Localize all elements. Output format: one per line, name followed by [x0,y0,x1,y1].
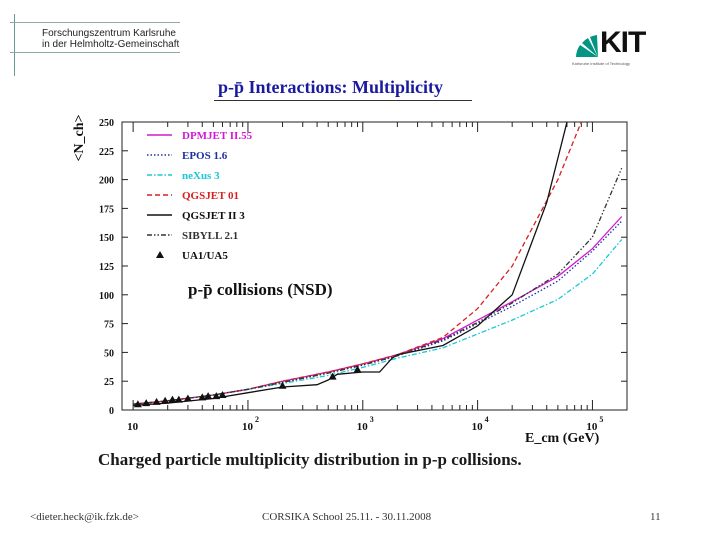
x-tick-exponent: 2 [255,415,259,424]
institution-name: Forschungszentrum Karlsruhe in der Helmh… [42,28,179,50]
series-line-nexus-3 [133,239,623,405]
institution-line2: in der Helmholtz-Gemeinschaft [42,39,180,50]
data-point-ua1-ua5 [183,394,192,402]
x-tick-label: 10 [357,421,369,433]
y-tick-label: 125 [99,262,114,273]
plot-frame [121,121,628,411]
legend-label: SIBYLL 2.1 [182,230,238,242]
x-tick-exponent: 4 [485,415,489,424]
series-line-epos-1-6 [133,220,623,405]
data-point-ua1-ua5 [152,397,161,405]
data-point-ua1-ua5 [218,391,227,399]
kit-logo-text: KIT [600,26,646,59]
footer-event: CORSIKA School 25.11. - 30.11.2008 [262,511,432,523]
y-tick-label: 175 [99,204,114,215]
kit-logo: KIT Karlsruhe Institute of Technology [570,26,670,70]
series-line-dpmjet-ii-55 [133,216,623,405]
x-axis-label: E_cm (GeV) [525,431,600,446]
x-tick-label: 10 [472,421,484,433]
y-tick-label: 200 [99,176,114,187]
y-tick-label: 250 [99,118,114,129]
y-tick-label: 150 [99,233,114,244]
x-tick-exponent: 5 [599,415,603,424]
data-point-ua1-ua5 [174,395,183,403]
x-tick-exponent: 3 [370,415,374,424]
title-underline [214,72,472,101]
series-line-qgsjet-ii-3 [133,122,568,407]
legend-label: neXus 3 [182,170,220,182]
legend-label: EPOS 1.6 [182,150,228,162]
slide-title: p-p̄ Interactions: Multiplicity [218,77,443,97]
y-tick-label: 225 [99,147,114,158]
x-tick-label: 10 [242,421,254,433]
header-rule-bottom [10,52,180,53]
legend-label: QGSJET 01 [182,190,239,202]
y-tick-label: 50 [104,348,114,359]
data-point-ua1-ua5 [161,396,170,404]
header-accent-line [14,14,15,76]
footer-email: <dieter.heck@ik.fzk.de> [30,511,139,523]
y-tick-label: 100 [99,291,114,302]
data-point-ua1-ua5 [204,392,213,400]
data-point-ua1-ua5 [133,400,142,408]
legend-marker-icon [156,251,164,258]
y-tick-label: 0 [109,406,114,417]
slide-caption: Charged particle multiplicity distributi… [98,450,522,469]
y-tick-label: 25 [104,377,114,388]
series-line-qgsjet-01 [133,122,582,405]
data-point-ua1-ua5 [278,381,287,389]
data-point-ua1-ua5 [212,392,221,400]
legend-label: QGSJET II 3 [182,210,245,222]
data-point-ua1-ua5 [328,372,337,380]
data-point-ua1-ua5 [168,395,177,403]
x-tick-label: 10 [127,421,139,433]
data-point-ua1-ua5 [353,365,362,373]
institution-line1: Forschungszentrum Karlsruhe [42,28,176,39]
x-tick-label: 10 [586,421,598,433]
y-tick-label: 75 [104,320,114,331]
kit-logo-icon [576,35,598,57]
data-point-ua1-ua5 [198,393,207,401]
series-line-sibyll-2-1 [133,167,623,405]
kit-logo-subtitle: Karlsruhe Institute of Technology [572,61,630,66]
legend-label: UA1/UA5 [182,250,228,262]
legend-label: DPMJET II.55 [182,130,253,142]
chart-annotation-title: p-p̄ collisions (NSD) [188,280,333,299]
header-rule-top [10,22,180,23]
data-point-ua1-ua5 [142,399,151,407]
footer-page-number: 11 [650,511,661,523]
y-axis-label: <N_ch> [72,114,87,161]
